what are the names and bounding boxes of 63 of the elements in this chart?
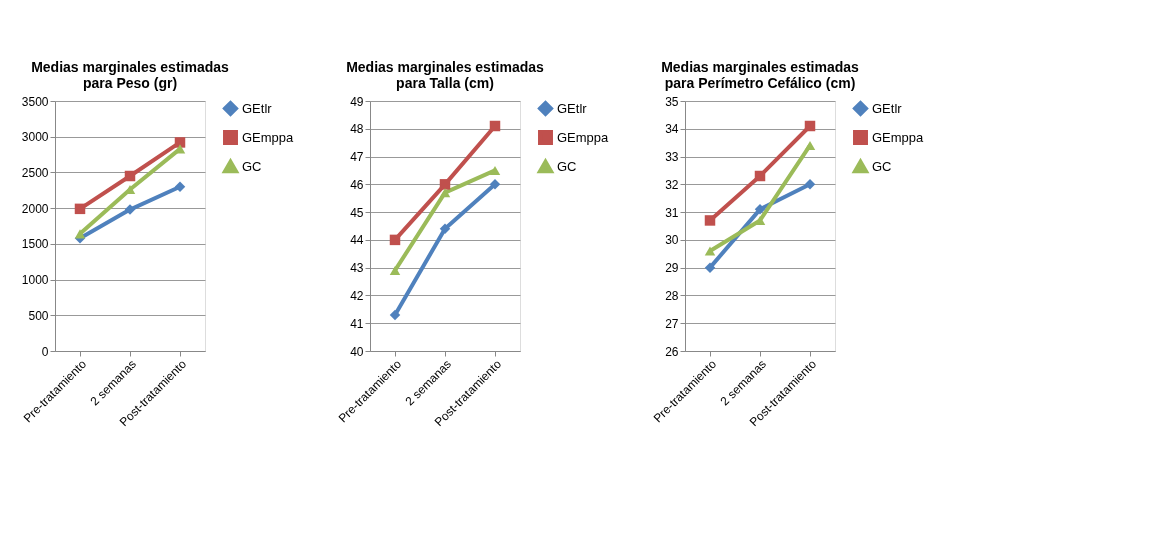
point (74, 229, 86, 239)
point (74, 203, 86, 215)
y-tick-label: 27 (665, 316, 679, 331)
legend-label: GEtlr (557, 100, 588, 116)
point (439, 223, 451, 235)
legend-label: GC (872, 158, 892, 174)
y-tick-label: 3500 (21, 94, 49, 109)
y-tick-label: 48 (350, 122, 364, 137)
chart-title: Medias marginales estimadas para Perímetro Cefálico (cm) (661, 59, 860, 91)
point (174, 137, 186, 148)
point (439, 188, 451, 198)
y-tick-label: 49 (350, 94, 364, 109)
point (124, 204, 136, 215)
legend-label: GEmppa (872, 129, 925, 145)
point (804, 179, 816, 190)
legend-label: GEtlr (242, 100, 273, 116)
y-tick-label: 47 (350, 150, 364, 165)
y-tick-label: 30 (665, 233, 679, 248)
y-tick-label: 26 (665, 344, 679, 359)
y-tick-label: 40 (350, 344, 364, 359)
y-tick-label: 35 (665, 94, 679, 109)
point (489, 165, 501, 175)
y-tick-label: 45 (350, 205, 364, 220)
y-tick-label: 41 (350, 316, 364, 331)
y-tick-label: 500 (28, 308, 49, 323)
point (174, 181, 186, 192)
y-tick-label: 32 (665, 177, 679, 192)
point (389, 234, 401, 246)
legend-label: GEtlr (872, 100, 903, 116)
point (704, 215, 716, 226)
point (124, 170, 136, 182)
chart-title: Medias marginales estimadas para Talla (cm) (346, 59, 545, 91)
y-tick-label: 34 (665, 122, 679, 137)
y-tick-label: 28 (665, 288, 679, 303)
point (489, 179, 501, 190)
y-tick-label: 1500 (21, 237, 49, 252)
y-tick-label: 42 (350, 288, 364, 303)
point (804, 120, 816, 132)
point (704, 262, 716, 273)
y-tick-label: 46 (350, 177, 364, 192)
y-tick-label: 44 (350, 233, 364, 248)
point (704, 246, 716, 256)
legend-label: GC (557, 158, 577, 174)
y-tick-label: 3000 (21, 130, 49, 145)
point (754, 170, 766, 182)
point (489, 120, 501, 132)
chart-title: Medias marginales estimadas para Peso (gr) (31, 59, 230, 91)
y-tick-label: 2000 (21, 201, 49, 216)
point (439, 179, 451, 190)
y-tick-label: 33 (665, 150, 679, 165)
y-tick-label: 0 (41, 344, 49, 359)
legend-label: GEmppa (557, 129, 610, 145)
y-tick-label: 2500 (21, 165, 49, 180)
y-tick-label: 29 (665, 261, 679, 276)
y-tick-label: 1000 (21, 273, 49, 288)
point (804, 140, 816, 150)
legend-label: GC (242, 158, 262, 174)
y-tick-label: 31 (665, 205, 679, 220)
point (389, 309, 401, 321)
point (754, 204, 766, 215)
y-tick-label: 43 (350, 261, 364, 276)
point (389, 265, 401, 275)
legend-label: GEmppa (242, 129, 295, 145)
